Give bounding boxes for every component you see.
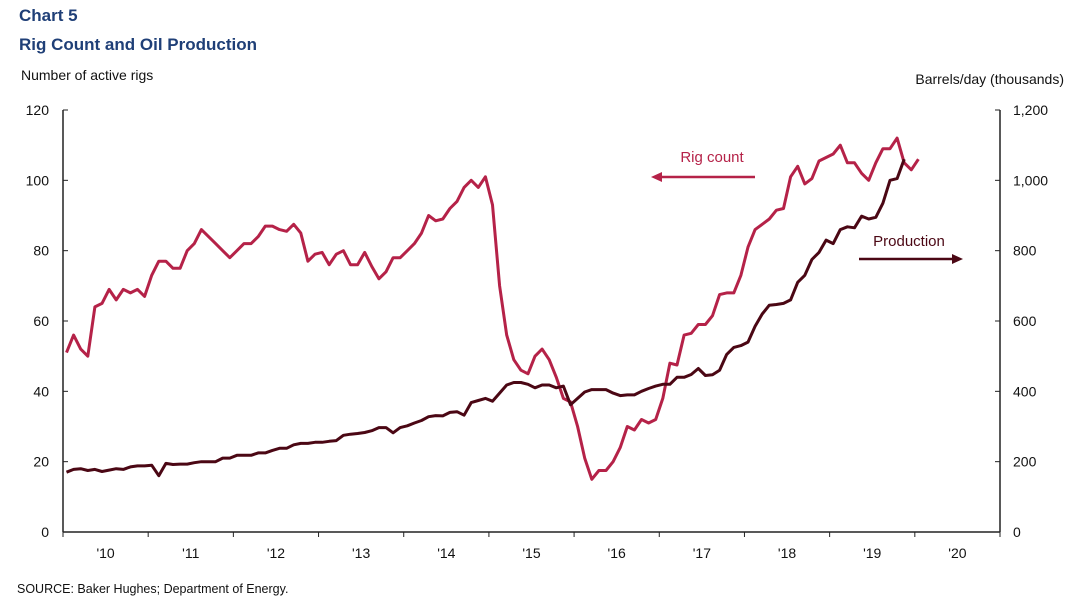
left-tick-label: 120	[26, 102, 50, 118]
left-tick-label: 80	[33, 243, 49, 259]
right-tick-label: 0	[1013, 524, 1021, 540]
x-tick-label: '13	[352, 545, 370, 561]
right-tick-label: 1,000	[1013, 172, 1048, 188]
arrow-right-icon	[952, 254, 963, 264]
x-tick-label: '15	[522, 545, 540, 561]
right-axis-label: Barrels/day (thousands)	[915, 71, 1064, 87]
x-tick-label: '16	[608, 545, 626, 561]
left-tick-label: 100	[26, 172, 50, 188]
right-tick-label: 600	[1013, 313, 1037, 329]
chart-title: Rig Count and Oil Production	[19, 35, 257, 54]
left-tick-label: 60	[33, 313, 49, 329]
x-tick-label: '20	[948, 545, 966, 561]
x-tick-label: '14	[437, 545, 455, 561]
right-tick-label: 1,200	[1013, 102, 1048, 118]
left-tick-label: 40	[33, 383, 49, 399]
x-tick-label: '19	[863, 545, 881, 561]
right-tick-label: 200	[1013, 454, 1037, 470]
right-tick-label: 400	[1013, 383, 1037, 399]
chart-number: Chart 5	[19, 6, 78, 25]
rig-count-line	[65, 136, 920, 481]
x-tick-label: '18	[778, 545, 796, 561]
x-tick-label: '10	[96, 545, 114, 561]
right-tick-label: 800	[1013, 243, 1037, 259]
x-tick-label: '11	[182, 545, 199, 561]
x-tick-label: '17	[693, 545, 711, 561]
production-legend-label: Production	[873, 233, 945, 250]
rig-count-legend-label: Rig count	[680, 149, 744, 166]
left-tick-label: 0	[41, 524, 49, 540]
source-note: SOURCE: Baker Hughes; Department of Ener…	[17, 582, 289, 596]
x-tick-label: '12	[267, 545, 285, 561]
left-tick-label: 20	[33, 454, 49, 470]
arrow-left-icon	[651, 172, 662, 182]
production-line	[65, 158, 906, 478]
left-axis-label: Number of active rigs	[21, 67, 154, 83]
